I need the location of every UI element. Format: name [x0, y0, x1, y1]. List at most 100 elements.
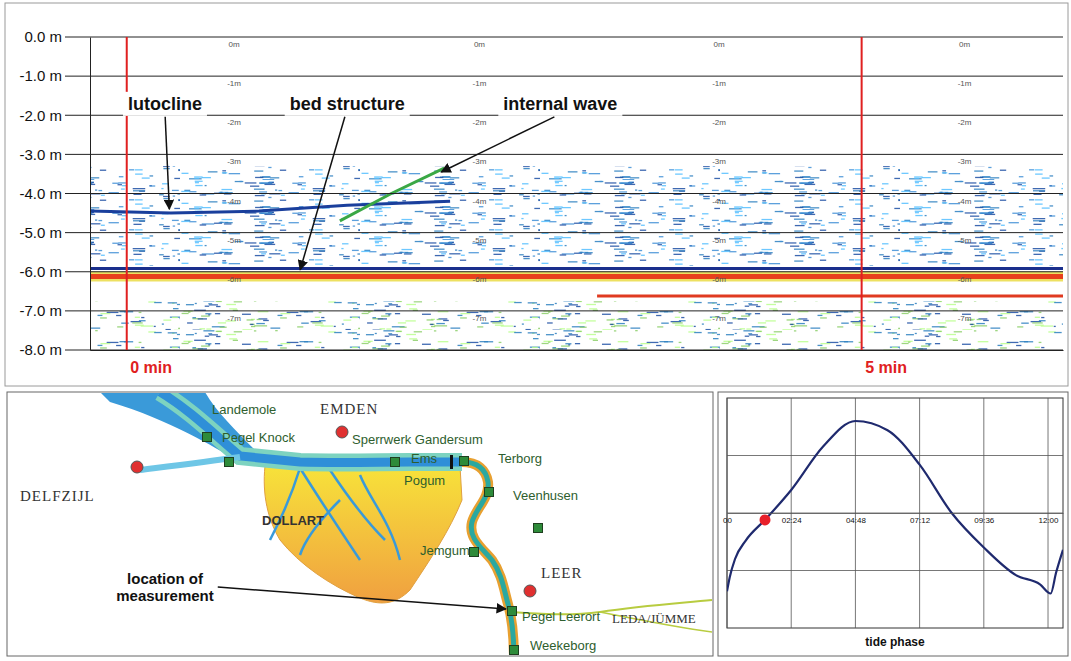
gauge-marker	[508, 607, 517, 616]
tide-panel	[718, 392, 1068, 656]
place-label: LEDA/JÜMME	[612, 611, 696, 626]
annotation-arrow	[218, 587, 506, 609]
annotation-label: internal wave	[503, 94, 617, 114]
plot-frame	[727, 398, 1063, 628]
tick-label: 12:00	[1039, 516, 1060, 525]
label-background	[285, 92, 410, 116]
echo-line	[340, 168, 444, 221]
place-label: Weekeborg	[530, 638, 596, 653]
tick: -7.0 m	[19, 302, 90, 319]
depth-mark: -6m	[712, 275, 726, 284]
depth-mark: -1m	[473, 79, 487, 88]
axis-line	[90, 38, 91, 351]
annotation: internal wave	[441, 92, 622, 172]
grid-line	[65, 154, 1063, 155]
delfzijl-channel	[140, 457, 240, 470]
annotation-label: location ofmeasurement	[116, 570, 214, 604]
depth-mark: 0m	[714, 40, 725, 49]
grid-line	[727, 513, 1063, 514]
tick: 07:12	[910, 513, 931, 525]
label-background	[498, 92, 622, 116]
grid-line	[727, 570, 1063, 571]
map: LandemolePegel KnockEMDENSperrwerk Gande…	[20, 392, 712, 661]
tick-label: -8.0 m	[19, 341, 62, 358]
tick: 02:24	[782, 513, 803, 525]
tide-chart: 0002:2404:4807:1209:3612:00tide phase	[723, 398, 1063, 649]
city-marker	[524, 585, 536, 597]
echo-line	[597, 295, 1063, 298]
grid-line	[65, 271, 1063, 272]
map-labels: LandemolePegel KnockEMDENSperrwerk Gande…	[20, 401, 696, 655]
annotation-arrow	[300, 117, 345, 270]
tick-label: 0 min	[130, 359, 172, 376]
place-label: DELFZIJL	[20, 488, 95, 504]
place-label: Pogum	[404, 473, 445, 488]
depth-mark: -6m	[227, 275, 241, 284]
place-label: LEER	[541, 565, 583, 581]
depth-mark: -7m	[712, 314, 726, 323]
depth-mark: -6m	[473, 275, 487, 284]
grid-line	[65, 193, 1063, 194]
depth-mark: -7m	[958, 314, 972, 323]
depth-mark: -2m	[227, 118, 241, 127]
depth-mark: -4m	[712, 197, 726, 206]
tick: -5.0 m	[19, 224, 90, 241]
grid-line	[65, 350, 1063, 351]
depth-mark: -4m	[958, 197, 972, 206]
place-label: Sperrwerk Gandersum	[352, 432, 483, 447]
depth-mark: 0m	[228, 40, 239, 49]
place-label: Jemgum	[420, 543, 470, 558]
tick-label: -3.0 m	[19, 146, 62, 163]
echo-line	[90, 267, 1063, 270]
x-axis: 0002:2404:4807:1209:3612:00	[723, 513, 1063, 525]
gauge-marker	[470, 548, 479, 557]
depth-mark: -1m	[227, 79, 241, 88]
tick: 0 min	[127, 350, 172, 376]
chart-title: tide phase	[865, 635, 925, 649]
y-axis: 0.0 m-1.0 m-2.0 m-3.0 m-4.0 m-5.0 m-6.0 …	[19, 28, 90, 358]
depth-mark: -2m	[473, 118, 487, 127]
depth-mark: -2m	[958, 118, 972, 127]
depth-mark: -5m	[473, 236, 487, 245]
tick-label: -5.0 m	[19, 224, 62, 241]
river-juemme	[600, 612, 712, 632]
echo-band	[90, 166, 1063, 266]
annotation: lutocline	[123, 92, 207, 209]
map-panel	[7, 392, 713, 656]
grid-line	[65, 76, 1063, 77]
depth-mark: -1m	[958, 79, 972, 88]
annotation-label: lutocline	[128, 94, 202, 114]
tick: 5 min	[862, 350, 907, 376]
depth-mark: -3m	[227, 157, 241, 166]
time-marker	[126, 37, 128, 350]
depth-mark: 0m	[474, 40, 485, 49]
place-label: Pegel Knock	[222, 430, 295, 445]
tick: 04:48	[846, 513, 867, 525]
gauge-marker	[485, 488, 494, 497]
x-axis: 0 min 5 min	[91, 350, 1064, 376]
gauge-marker	[510, 646, 519, 655]
tick: -3.0 m	[19, 146, 90, 163]
tick: -2.0 m	[19, 107, 90, 124]
tick-label: -7.0 m	[19, 302, 62, 319]
tick: -1.0 m	[19, 67, 90, 84]
depth-mark: -5m	[227, 236, 241, 245]
grid-line	[65, 37, 1063, 38]
axis-line	[728, 513, 1064, 514]
place-label: EMDEN	[320, 401, 378, 417]
depth-mark: -4m	[473, 197, 487, 206]
marker-point	[759, 514, 770, 525]
grid-line	[65, 232, 1063, 233]
echo-band	[90, 301, 1063, 350]
label-background	[123, 92, 207, 116]
place-label: Pegel Leerort	[522, 609, 600, 624]
dollart	[264, 466, 462, 603]
tick-label: -6.0 m	[19, 263, 62, 280]
figure: 0.0 m-1.0 m-2.0 m-3.0 m-4.0 m-5.0 m-6.0 …	[0, 0, 1071, 661]
tick: 00	[723, 513, 732, 525]
tick-label: 02:24	[782, 516, 803, 525]
grid-line	[65, 310, 1063, 311]
tick: -4.0 m	[19, 185, 90, 202]
depth-mark: -4m	[227, 197, 241, 206]
tick-label: 5 min	[865, 359, 907, 376]
